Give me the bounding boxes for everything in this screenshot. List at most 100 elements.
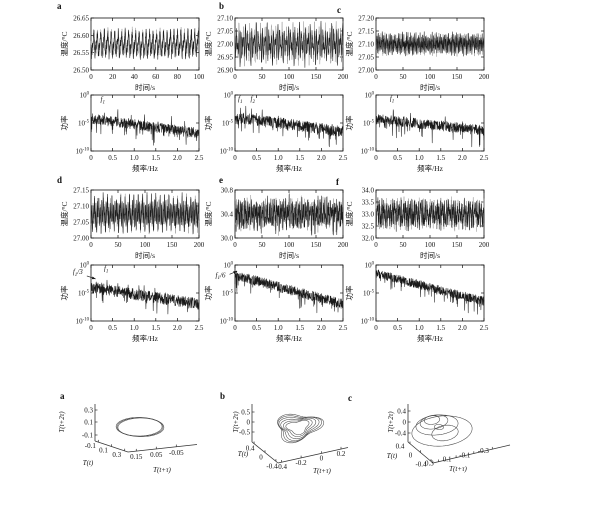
svg-text:0.1: 0.1 bbox=[99, 447, 108, 455]
svg-text:温度/°C: 温度/°C bbox=[203, 31, 213, 56]
svg-text:27.00: 27.00 bbox=[217, 41, 233, 49]
svg-text:0.1: 0.1 bbox=[443, 456, 452, 464]
svg-text:T(t): T(t) bbox=[83, 459, 94, 467]
svg-text:27.00: 27.00 bbox=[358, 67, 374, 75]
svg-text:27.20: 27.20 bbox=[358, 15, 374, 23]
svg-text:100: 100 bbox=[224, 92, 234, 100]
svg-text:100: 100 bbox=[425, 73, 436, 81]
svg-text:10-5: 10-5 bbox=[363, 290, 375, 298]
svg-text:0: 0 bbox=[89, 154, 93, 162]
svg-text:100: 100 bbox=[224, 262, 234, 270]
svg-text:频率/Hz: 频率/Hz bbox=[132, 163, 158, 173]
svg-text:150: 150 bbox=[311, 73, 322, 81]
svg-text:20: 20 bbox=[109, 73, 117, 81]
svg-text:0: 0 bbox=[233, 324, 237, 332]
plot-timeseries-a: 0 20 40 60 80 100 26.50 26.55 26.60 26.65 时间/s 温度/°… bbox=[54, 14, 206, 94]
svg-text:1.0: 1.0 bbox=[130, 154, 139, 162]
svg-text:T(t+2τ): T(t+2τ) bbox=[232, 411, 240, 433]
svg-text:1.5: 1.5 bbox=[295, 154, 304, 162]
svg-text:50: 50 bbox=[115, 241, 123, 249]
svg-text:0: 0 bbox=[320, 454, 324, 462]
svg-text:功率: 功率 bbox=[344, 285, 354, 300]
svg-text:时间/s: 时间/s bbox=[420, 82, 440, 92]
svg-text:30.4: 30.4 bbox=[221, 211, 234, 219]
svg-text:100: 100 bbox=[80, 262, 90, 270]
svg-text:10-10: 10-10 bbox=[361, 318, 375, 326]
svg-text:0.1: 0.1 bbox=[84, 418, 93, 426]
svg-text:100: 100 bbox=[365, 262, 375, 270]
svg-text:30.8: 30.8 bbox=[221, 187, 234, 195]
plot-timeseries-f: 0 50 100 150 200 32.0 32.5 33.0 33.5 34.0 时间/s 温度/°… bbox=[339, 186, 491, 262]
svg-text:150: 150 bbox=[452, 241, 463, 249]
svg-text:T(t+2τ): T(t+2τ) bbox=[58, 411, 66, 433]
svg-text:频率/Hz: 频率/Hz bbox=[276, 163, 302, 173]
svg-text:0.05: 0.05 bbox=[150, 451, 163, 459]
svg-text:f1/6: f1/6 bbox=[216, 271, 226, 281]
svg-text:200: 200 bbox=[479, 73, 490, 81]
svg-text:-0.4: -0.4 bbox=[415, 460, 427, 468]
svg-text:27.15: 27.15 bbox=[73, 187, 89, 195]
svg-text:0.4: 0.4 bbox=[246, 445, 255, 453]
svg-text:100: 100 bbox=[365, 92, 375, 100]
panel-label-attractor-c: c bbox=[348, 393, 352, 403]
svg-text:27.00: 27.00 bbox=[73, 235, 89, 243]
svg-text:0: 0 bbox=[89, 73, 93, 81]
svg-text:0.5: 0.5 bbox=[393, 154, 402, 162]
svg-text:温度/°C: 温度/°C bbox=[344, 31, 354, 56]
svg-text:34.0: 34.0 bbox=[362, 187, 375, 195]
svg-text:-0.4: -0.4 bbox=[276, 463, 288, 471]
svg-text:2.0: 2.0 bbox=[317, 324, 326, 332]
svg-text:0.3: 0.3 bbox=[112, 451, 121, 459]
svg-text:2.5: 2.5 bbox=[339, 154, 348, 162]
svg-text:10-5: 10-5 bbox=[363, 120, 375, 128]
svg-text:2.0: 2.0 bbox=[317, 154, 326, 162]
svg-text:-0.1: -0.1 bbox=[459, 451, 471, 459]
svg-text:200: 200 bbox=[194, 241, 205, 249]
svg-text:26.90: 26.90 bbox=[217, 67, 233, 75]
svg-text:T(t+τ): T(t+τ) bbox=[153, 466, 171, 474]
svg-text:0: 0 bbox=[233, 154, 237, 162]
svg-text:200: 200 bbox=[338, 241, 349, 249]
svg-text:10-5: 10-5 bbox=[222, 120, 234, 128]
svg-text:30.0: 30.0 bbox=[221, 235, 234, 243]
svg-text:150: 150 bbox=[311, 241, 322, 249]
svg-text:32.0: 32.0 bbox=[362, 235, 375, 243]
svg-text:10-5: 10-5 bbox=[78, 120, 90, 128]
svg-text:50: 50 bbox=[400, 73, 408, 81]
panel-label-d: d bbox=[57, 175, 63, 185]
svg-text:1.5: 1.5 bbox=[151, 324, 160, 332]
svg-text:26.55: 26.55 bbox=[73, 49, 89, 57]
svg-text:0: 0 bbox=[374, 73, 378, 81]
plot-spectrum-c: 0 0.5 1.0 1.5 2.0 2.5 100 10-5 10-10 频率/Hz 功率 f1 bbox=[339, 91, 491, 175]
panel-label-a: a bbox=[57, 1, 62, 11]
svg-text:0.5: 0.5 bbox=[252, 154, 261, 162]
svg-text:10-5: 10-5 bbox=[222, 290, 234, 298]
svg-text:f1: f1 bbox=[390, 95, 394, 105]
svg-text:0: 0 bbox=[89, 241, 93, 249]
svg-text:1.0: 1.0 bbox=[415, 154, 424, 162]
svg-text:功率: 功率 bbox=[203, 285, 213, 300]
svg-text:10-10: 10-10 bbox=[76, 148, 90, 156]
svg-text:60: 60 bbox=[152, 73, 160, 81]
plot-attractor-b: 0.5 0 -0.5 0.4 0 -0.4 -0.4 -0.2 0 0.2 T(t) T(t+τ) T(… bbox=[230, 394, 395, 486]
svg-text:0.3: 0.3 bbox=[425, 460, 434, 468]
svg-text:0: 0 bbox=[259, 454, 263, 462]
svg-text:100: 100 bbox=[140, 241, 151, 249]
svg-text:150: 150 bbox=[167, 241, 178, 249]
svg-text:0: 0 bbox=[233, 73, 237, 81]
svg-text:33.5: 33.5 bbox=[362, 199, 375, 207]
svg-text:27.10: 27.10 bbox=[73, 203, 89, 211]
svg-text:100: 100 bbox=[284, 73, 295, 81]
svg-text:功率: 功率 bbox=[59, 115, 69, 130]
svg-text:频率/Hz: 频率/Hz bbox=[417, 333, 443, 343]
plot-attractor-c: 0.4 0 -0.4 0.4 0 -0.4 0.3 0.1 -0.1 -0.3 T(t) T(t+τ)… bbox=[383, 394, 558, 486]
svg-text:26.65: 26.65 bbox=[73, 15, 89, 23]
svg-text:0: 0 bbox=[403, 418, 407, 426]
svg-text:27.05: 27.05 bbox=[358, 54, 374, 62]
svg-text:26.95: 26.95 bbox=[217, 54, 233, 62]
svg-text:0: 0 bbox=[233, 241, 237, 249]
svg-text:10-10: 10-10 bbox=[220, 148, 234, 156]
svg-text:f2: f2 bbox=[251, 95, 256, 105]
svg-text:-0.5: -0.5 bbox=[239, 428, 251, 436]
svg-text:T(t+2τ): T(t+2τ) bbox=[387, 411, 395, 433]
